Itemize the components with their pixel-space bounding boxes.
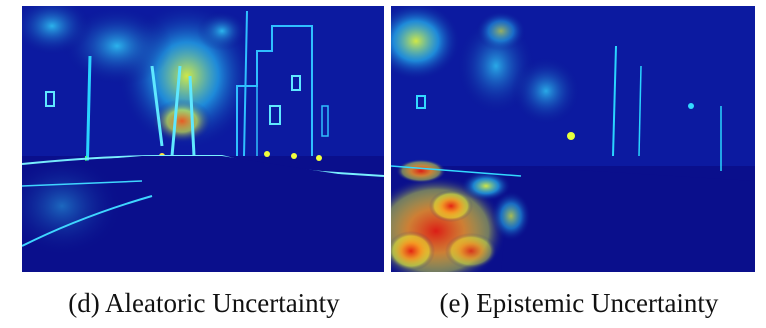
aleatoric-uncertainty-map: [22, 6, 384, 272]
aleatoric-caption: (d) Aleatoric Uncertainty: [68, 288, 340, 318]
epistemic-caption: (e) Epistemic Uncertainty: [439, 288, 719, 318]
aleatoric-heatmap-image: [22, 6, 384, 272]
epistemic-heatmap-image: [391, 6, 755, 272]
epistemic-uncertainty-map: [391, 6, 755, 272]
